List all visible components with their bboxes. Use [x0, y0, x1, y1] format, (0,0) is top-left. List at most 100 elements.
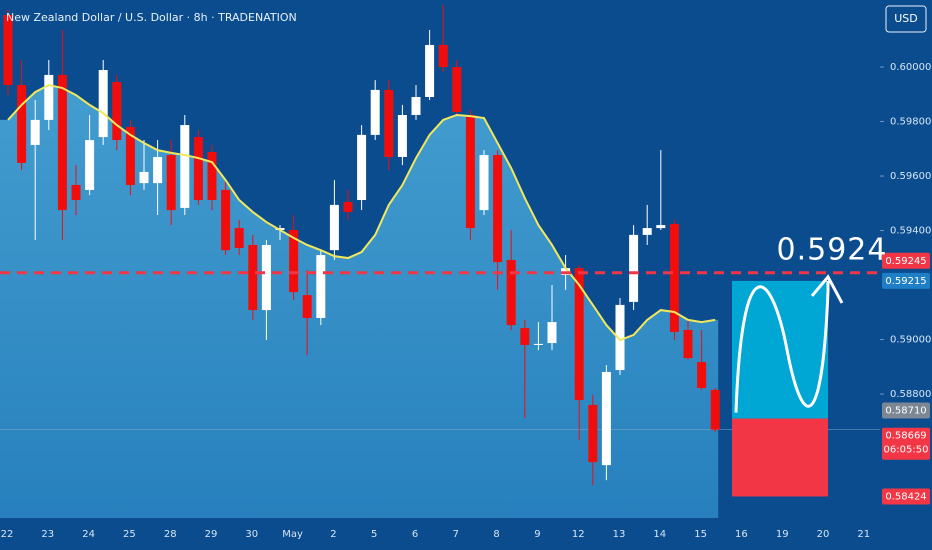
candle-body [370, 89, 380, 135]
y-tick-label: 0.59600 [890, 171, 931, 182]
x-tick-label: May [282, 529, 303, 540]
candle-body [656, 225, 666, 229]
price-tag [882, 272, 930, 289]
candle-body [642, 228, 652, 235]
candle-body [615, 304, 625, 371]
candle-body [533, 343, 543, 345]
candle-body [411, 97, 421, 115]
candle-body [221, 189, 231, 251]
candle-body [683, 329, 693, 359]
candle-body [574, 268, 584, 401]
candle-body [316, 255, 326, 318]
x-tick-label: 20 [817, 529, 830, 540]
y-tick-label: 0.59000 [890, 335, 931, 346]
candle-body [329, 204, 339, 251]
target-zone [732, 280, 828, 419]
candle-body [207, 152, 217, 201]
x-tick-label: 12 [572, 529, 585, 540]
plot-area [0, 4, 880, 519]
x-tick-label: 23 [41, 529, 54, 540]
price-tag-label: 0.59245 [885, 256, 926, 267]
x-tick-label: 13 [613, 529, 626, 540]
price-tag-label: 0.59215 [885, 276, 926, 287]
projection-wave [734, 280, 830, 413]
x-tick-label: 24 [82, 529, 95, 540]
y-tick-label: 0.58800 [890, 389, 931, 400]
candle-body [98, 70, 108, 138]
y-tick-label: 0.60000 [890, 62, 931, 73]
candle-body [71, 185, 81, 201]
candle-body [234, 228, 244, 248]
y-tick-label: 0.59800 [890, 117, 931, 128]
candle-body [479, 155, 489, 211]
candle-body [302, 295, 312, 318]
candle-body [44, 74, 54, 120]
candle-body [139, 171, 149, 184]
moving-average [7, 83, 716, 342]
candle-body [289, 229, 299, 293]
x-tick-label: 30 [245, 529, 258, 540]
currency-button[interactable] [885, 5, 927, 33]
candle-body [697, 362, 707, 389]
candle-body [248, 244, 258, 311]
x-tick-label: 5 [371, 529, 377, 540]
x-tick-label: 21 [857, 529, 870, 540]
candle-body [17, 85, 27, 163]
price-tag [882, 252, 930, 269]
price-tag-label: 0.58424 [885, 491, 926, 502]
candle-body [629, 234, 639, 302]
candle-body [425, 44, 435, 98]
chart-title: New Zealand Dollar / U.S. Dollar · 8h · … [6, 11, 297, 24]
x-tick-label: 8 [493, 529, 499, 540]
candle-body [166, 155, 176, 211]
candle-body [397, 114, 407, 157]
candle-body [506, 259, 516, 326]
x-tick-label: 29 [205, 529, 218, 540]
projection-arrow [810, 274, 844, 304]
x-tick-label: 2 [330, 529, 336, 540]
candle-body [588, 404, 598, 463]
candle-body [153, 156, 163, 184]
price-axis: 0.60000 0.59800 0.59600 0.59400 0.59000 0.588… [880, 62, 931, 505]
candle-body [493, 155, 503, 263]
candle-body [465, 114, 475, 229]
candle-body [601, 371, 611, 466]
candle-body [112, 82, 122, 141]
price-tag [882, 488, 930, 505]
x-tick-label: 19 [776, 529, 789, 540]
x-tick-label: 22 [1, 529, 14, 540]
candle-body [547, 322, 557, 344]
ma-area [0, 85, 719, 519]
candle-body [520, 328, 530, 345]
x-tick-label: 14 [653, 529, 666, 540]
x-tick-label: 25 [123, 529, 136, 540]
candle-body [452, 67, 462, 112]
candle-body [357, 134, 367, 201]
candle-body [180, 125, 190, 208]
x-tick-label: 6 [412, 529, 418, 540]
stop-zone [732, 418, 828, 497]
x-tick-label: 9 [534, 529, 540, 540]
countdown: 06:05:50 [884, 445, 929, 456]
price-tag [882, 402, 930, 419]
x-tick-label: 7 [453, 529, 459, 540]
price-tag [882, 427, 930, 460]
price-tag-label: 0.58710 [885, 406, 926, 417]
candle-body [669, 223, 679, 332]
candle-body [85, 140, 95, 190]
candle-body [384, 89, 394, 157]
candle-body [57, 74, 67, 211]
price-tag-label: 0.58669 [885, 431, 926, 442]
candle-body [343, 201, 353, 212]
y-tick-label: 0.59400 [890, 226, 931, 237]
x-tick-label: 15 [694, 529, 707, 540]
candle-body [30, 119, 40, 145]
x-tick-label: 28 [164, 529, 177, 540]
annotation: 0.5924 [777, 232, 888, 267]
candle-body [261, 244, 271, 311]
candle-body [3, 14, 13, 86]
candle-body [125, 126, 135, 186]
currency-label[interactable]: USD [894, 12, 918, 25]
candle-body [193, 137, 203, 201]
